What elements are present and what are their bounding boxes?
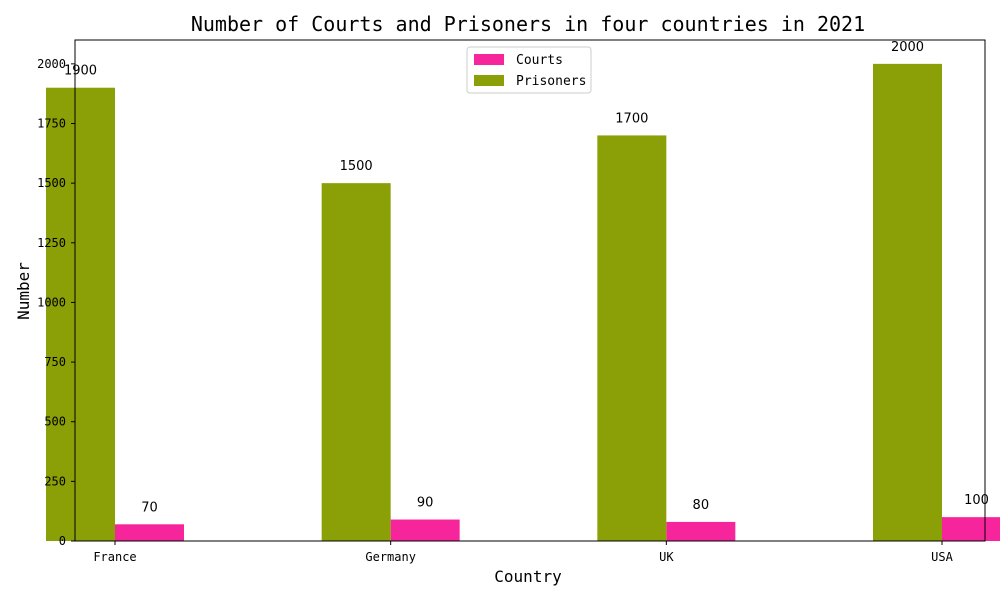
- y-tick-label: 250: [44, 474, 66, 488]
- data-label-courts-france: 70: [141, 500, 158, 515]
- y-tick-label: 1250: [37, 236, 66, 250]
- data-label-prisoners-france: 1900: [64, 64, 97, 79]
- bar-courts-france: [115, 524, 184, 541]
- x-tick-label: France: [93, 550, 136, 564]
- bar-prisoners-france: [46, 87, 115, 541]
- data-label-courts-uk: 80: [693, 498, 710, 513]
- bar-courts-usa: [942, 517, 1000, 541]
- chart-title: Number of Courts and Prisoners in four c…: [191, 12, 865, 36]
- x-tick-label: Germany: [365, 550, 416, 564]
- legend-swatch-courts: [474, 54, 504, 65]
- bar-courts-uk: [666, 521, 736, 541]
- legend-entry-courts: Courts: [516, 53, 563, 68]
- data-label-prisoners-uk: 1700: [615, 111, 648, 126]
- data-label-prisoners-usa: 2000: [891, 40, 924, 55]
- y-tick-label: 0: [59, 534, 66, 548]
- y-tick-label: 500: [44, 415, 66, 429]
- legend-entry-prisoners: Prisoners: [516, 74, 586, 89]
- bar-prisoners-usa: [873, 63, 942, 541]
- data-label-prisoners-germany: 1500: [340, 159, 373, 174]
- x-tick-label: UK: [659, 550, 674, 564]
- y-axis-label: Number: [14, 262, 33, 320]
- data-label-courts-usa: 100: [964, 493, 989, 508]
- x-axis-label: Country: [494, 567, 562, 586]
- data-label-courts-germany: 90: [417, 496, 434, 511]
- bar-prisoners-uk: [597, 135, 667, 541]
- y-tick-label: 1750: [37, 117, 66, 131]
- legend: Courts Prisoners: [466, 46, 592, 94]
- plot-frame: [74, 39, 986, 542]
- y-tick-label: 1000: [37, 295, 66, 309]
- x-tick-label: USA: [931, 550, 953, 564]
- bar-courts-germany: [390, 519, 460, 541]
- y-tick-label: 1500: [37, 176, 66, 190]
- y-tick-label: 750: [44, 355, 66, 369]
- plot-area: 70 1900 France 90 1500 Germany 80 1700 UK 100 2000…: [37, 39, 1000, 564]
- y-tick-label: 2000: [37, 57, 66, 71]
- legend-swatch-prisoners: [474, 75, 504, 86]
- bar-prisoners-germany: [321, 183, 391, 541]
